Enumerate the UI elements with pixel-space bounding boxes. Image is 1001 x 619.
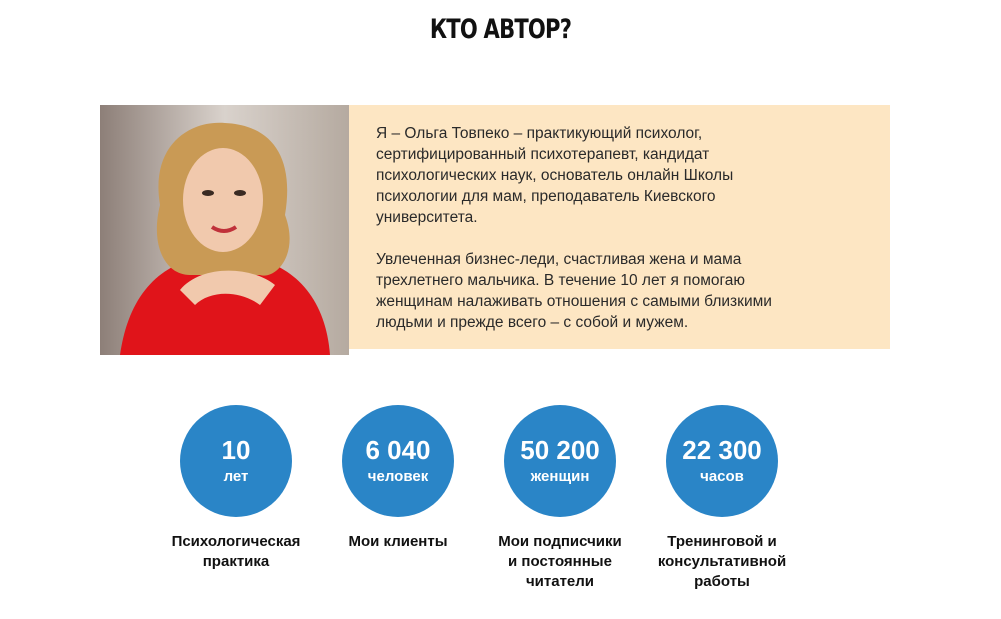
stat-unit: женщин [530,468,590,485]
stat-circle: 10 лет [180,405,292,517]
stat-unit: часов [700,468,744,485]
stat-label: Мои подписчики и постоянные читатели [498,533,622,590]
stat-label: Мои клиенты [348,533,448,550]
author-bio: Я – Ольга Товпеко – практикующий психоло… [349,105,890,349]
stat-unit: человек [367,468,429,485]
stat-circle: 50 200 женщин [504,405,616,517]
author-photo [100,105,349,355]
stat-item: 6 040 человек Мои клиенты [308,405,488,552]
stat-item: 50 200 женщин Мои подписчики и постоянны… [470,405,650,592]
stat-number: 10 [221,435,251,465]
stat-number: 22 300 [682,435,762,465]
stat-label: Тренинговой и консультативной работы [657,533,787,590]
stat-number: 6 040 [365,435,431,465]
bio-paragraph: Увлеченная бизнес-леди, счастливая жена … [376,251,772,331]
stat-label: Психологическая практика [171,533,301,570]
page-title: КТО АВТОР? [429,14,572,45]
stat-circle: 22 300 часов [666,405,778,517]
stat-item: 22 300 часов Тренинговой и консультативн… [632,405,812,592]
stat-item: 10 лет Психологическая практика [146,405,326,572]
stat-number: 50 200 [520,435,600,465]
stat-circle: 6 040 человек [342,405,454,517]
stat-unit: лет [223,468,249,485]
bio-paragraph: Я – Ольга Товпеко – практикующий психоло… [376,125,734,226]
